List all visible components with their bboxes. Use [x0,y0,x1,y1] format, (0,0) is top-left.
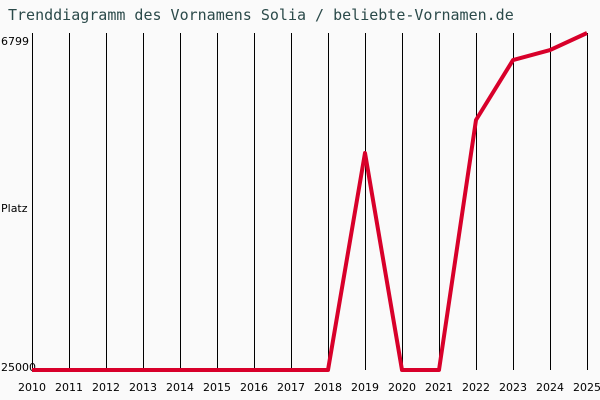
y-axis-bottom-label: 25000 [1,361,36,374]
y-axis-title: Platz [1,202,28,215]
x-axis-tick-label: 2016 [240,381,268,394]
x-axis-tick-label: 2018 [314,381,342,394]
x-axis-tick-label: 2022 [462,381,490,394]
x-axis-tick-label: 2021 [425,381,453,394]
x-axis-tick-label: 2013 [129,381,157,394]
x-axis-tick-label: 2015 [203,381,231,394]
x-axis-tick-label: 2014 [166,381,194,394]
x-axis-tick-label: 2011 [55,381,83,394]
x-axis-tick-label: 2025 [573,381,600,394]
y-axis-top-label: 6799 [1,35,29,48]
x-axis-tick-label: 2012 [92,381,120,394]
chart-title: Trenddiagramm des Vornamens Solia / beli… [8,6,514,24]
x-axis-tick-label: 2010 [18,381,46,394]
series-line [32,31,588,372]
x-axis-tick-label: 2020 [388,381,416,394]
x-axis-tick-label: 2019 [351,381,379,394]
x-axis-tick-label: 2023 [499,381,527,394]
x-axis-tick-label: 2024 [536,381,564,394]
x-axis-tick-label: 2017 [277,381,305,394]
